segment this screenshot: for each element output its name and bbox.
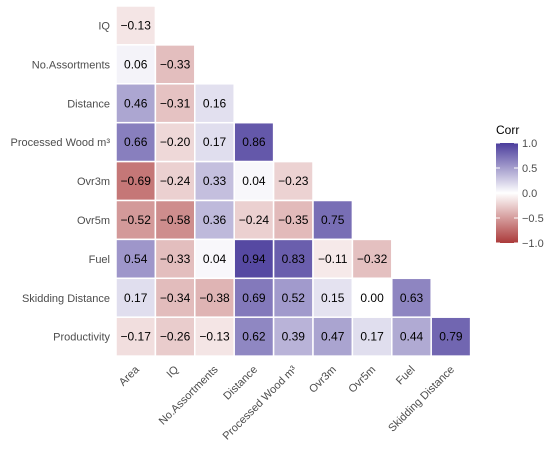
row-label: Ovr5m — [77, 215, 110, 227]
row-label: Distance — [67, 98, 110, 110]
cell-value-label: 0.86 — [242, 135, 266, 149]
heatmap-cell — [115, 238, 157, 280]
column-label: Ovr3m — [307, 364, 339, 396]
cell-value-label: −0.24 — [160, 174, 191, 188]
heatmap-cell — [312, 199, 354, 241]
heatmap-cell — [194, 277, 235, 318]
heatmap-cell — [430, 316, 472, 357]
cell-value-label: −0.31 — [160, 96, 191, 110]
legend-tick-label: −0.5 — [522, 213, 544, 225]
cell-value-label: −0.13 — [121, 18, 152, 32]
cell-value-label: 0.54 — [124, 252, 148, 266]
cell-value-label: −0.13 — [199, 330, 230, 344]
cell-value-label: 0.04 — [203, 252, 227, 266]
heatmap-cell — [154, 160, 196, 202]
heatmap-cell — [312, 238, 354, 280]
row-label: Fuel — [89, 254, 110, 266]
cell-value-label: 0.36 — [203, 213, 227, 227]
heatmap-cell — [115, 316, 157, 357]
column-label: Processed Wood m³ — [221, 364, 300, 443]
column-label: Fuel — [394, 364, 418, 388]
cell-value-label: 0.66 — [124, 135, 148, 149]
heatmap-cell — [312, 316, 354, 357]
cell-value-label: −0.11 — [318, 252, 348, 266]
cell-value-label: −0.52 — [121, 213, 152, 227]
row-label: IQ — [98, 20, 110, 32]
heatmap-cell — [391, 277, 432, 318]
cell-value-label: 0.04 — [242, 174, 266, 188]
cell-value-label: −0.34 — [160, 291, 191, 305]
cell-value-label: −0.69 — [121, 174, 152, 188]
cell-value-label: 0.17 — [124, 291, 148, 305]
heatmap-cell — [194, 83, 235, 124]
cell-value-label: 0.06 — [124, 57, 148, 71]
heatmap-cell — [115, 277, 157, 318]
cell-value-label: 0.15 — [321, 291, 345, 305]
cell-value-label: 0.69 — [242, 291, 266, 305]
column-label: Distance — [221, 364, 260, 403]
column-label: IQ — [165, 363, 182, 380]
row-label: No.Assortments — [32, 59, 111, 71]
column-label: Skidding Distance — [386, 364, 457, 435]
heatmap-cell — [154, 238, 196, 280]
cell-value-label: −0.32 — [357, 252, 388, 266]
row-label: Productivity — [53, 332, 110, 344]
cell-value-label: 0.47 — [321, 330, 345, 344]
row-labels: IQ No.Assortments Distance Processed Wood m… — [11, 20, 111, 343]
cell-value-label: 0.39 — [282, 330, 306, 344]
legend-tick-label: −1.0 — [522, 238, 544, 250]
heatmap-cell — [115, 199, 157, 241]
row-label: Processed Wood m³ — [11, 137, 111, 149]
heatmap-cell — [272, 199, 314, 241]
cell-value-label: 0.16 — [203, 96, 227, 110]
cell-value-label: 0.33 — [203, 174, 227, 188]
heatmap-cell — [154, 199, 196, 241]
cell-value-label: 0.52 — [282, 291, 306, 305]
cell-value-label: −0.38 — [199, 291, 230, 305]
heatmap-cell — [272, 316, 314, 357]
heatmap-cell — [233, 316, 275, 357]
column-label: Ovr5m — [346, 364, 378, 396]
cell-value-label: 0.79 — [439, 330, 463, 344]
heatmap-cell — [154, 121, 196, 163]
cell-value-label: −0.23 — [278, 174, 309, 188]
legend-tick-label: 0.0 — [522, 188, 537, 200]
cell-value-label: 0.00 — [360, 291, 384, 305]
heatmap-cell — [154, 316, 196, 357]
row-label: Ovr3m — [77, 176, 110, 188]
heatmap-cells: −0.13 0.06 −0.33 0.46 −0.31 0.16 0.66 −0.20 0.17… — [115, 5, 472, 357]
legend-tick-label: 1.0 — [522, 138, 537, 150]
cell-value-label: 0.83 — [282, 252, 306, 266]
cell-value-label: 0.46 — [124, 96, 148, 110]
cell-value-label: 0.94 — [242, 252, 266, 266]
cell-value-label: −0.35 — [278, 213, 309, 227]
column-label: Area — [117, 363, 143, 389]
legend-tick-label: 0.5 — [522, 163, 537, 175]
cell-value-label: −0.17 — [121, 330, 152, 344]
legend-ticks: 1.0 0.5 0.0 −0.5 −1.0 — [496, 138, 544, 250]
cell-value-label: −0.20 — [160, 135, 191, 149]
cell-value-label: 0.44 — [400, 330, 424, 344]
cell-value-label: 0.63 — [400, 291, 424, 305]
legend-colorbar — [496, 143, 518, 243]
legend-title: Corr — [496, 123, 519, 137]
cell-value-label: 0.17 — [203, 135, 227, 149]
cell-value-label: −0.26 — [160, 330, 191, 344]
color-legend: Corr 1.0 0.5 0.0 −0.5 −1.0 — [496, 123, 544, 250]
cell-value-label: −0.58 — [160, 213, 191, 227]
cell-value-label: −0.33 — [160, 57, 191, 71]
cell-value-label: 0.17 — [360, 330, 384, 344]
cell-value-label: −0.33 — [160, 252, 191, 266]
cell-value-label: 0.62 — [242, 330, 266, 344]
heatmap-cell — [233, 160, 275, 202]
row-label: Skidding Distance — [22, 293, 110, 305]
heatmap-cell — [233, 121, 275, 163]
heatmap-cell — [233, 199, 275, 241]
cell-value-label: −0.24 — [239, 213, 270, 227]
cell-value-label: 0.75 — [321, 213, 345, 227]
